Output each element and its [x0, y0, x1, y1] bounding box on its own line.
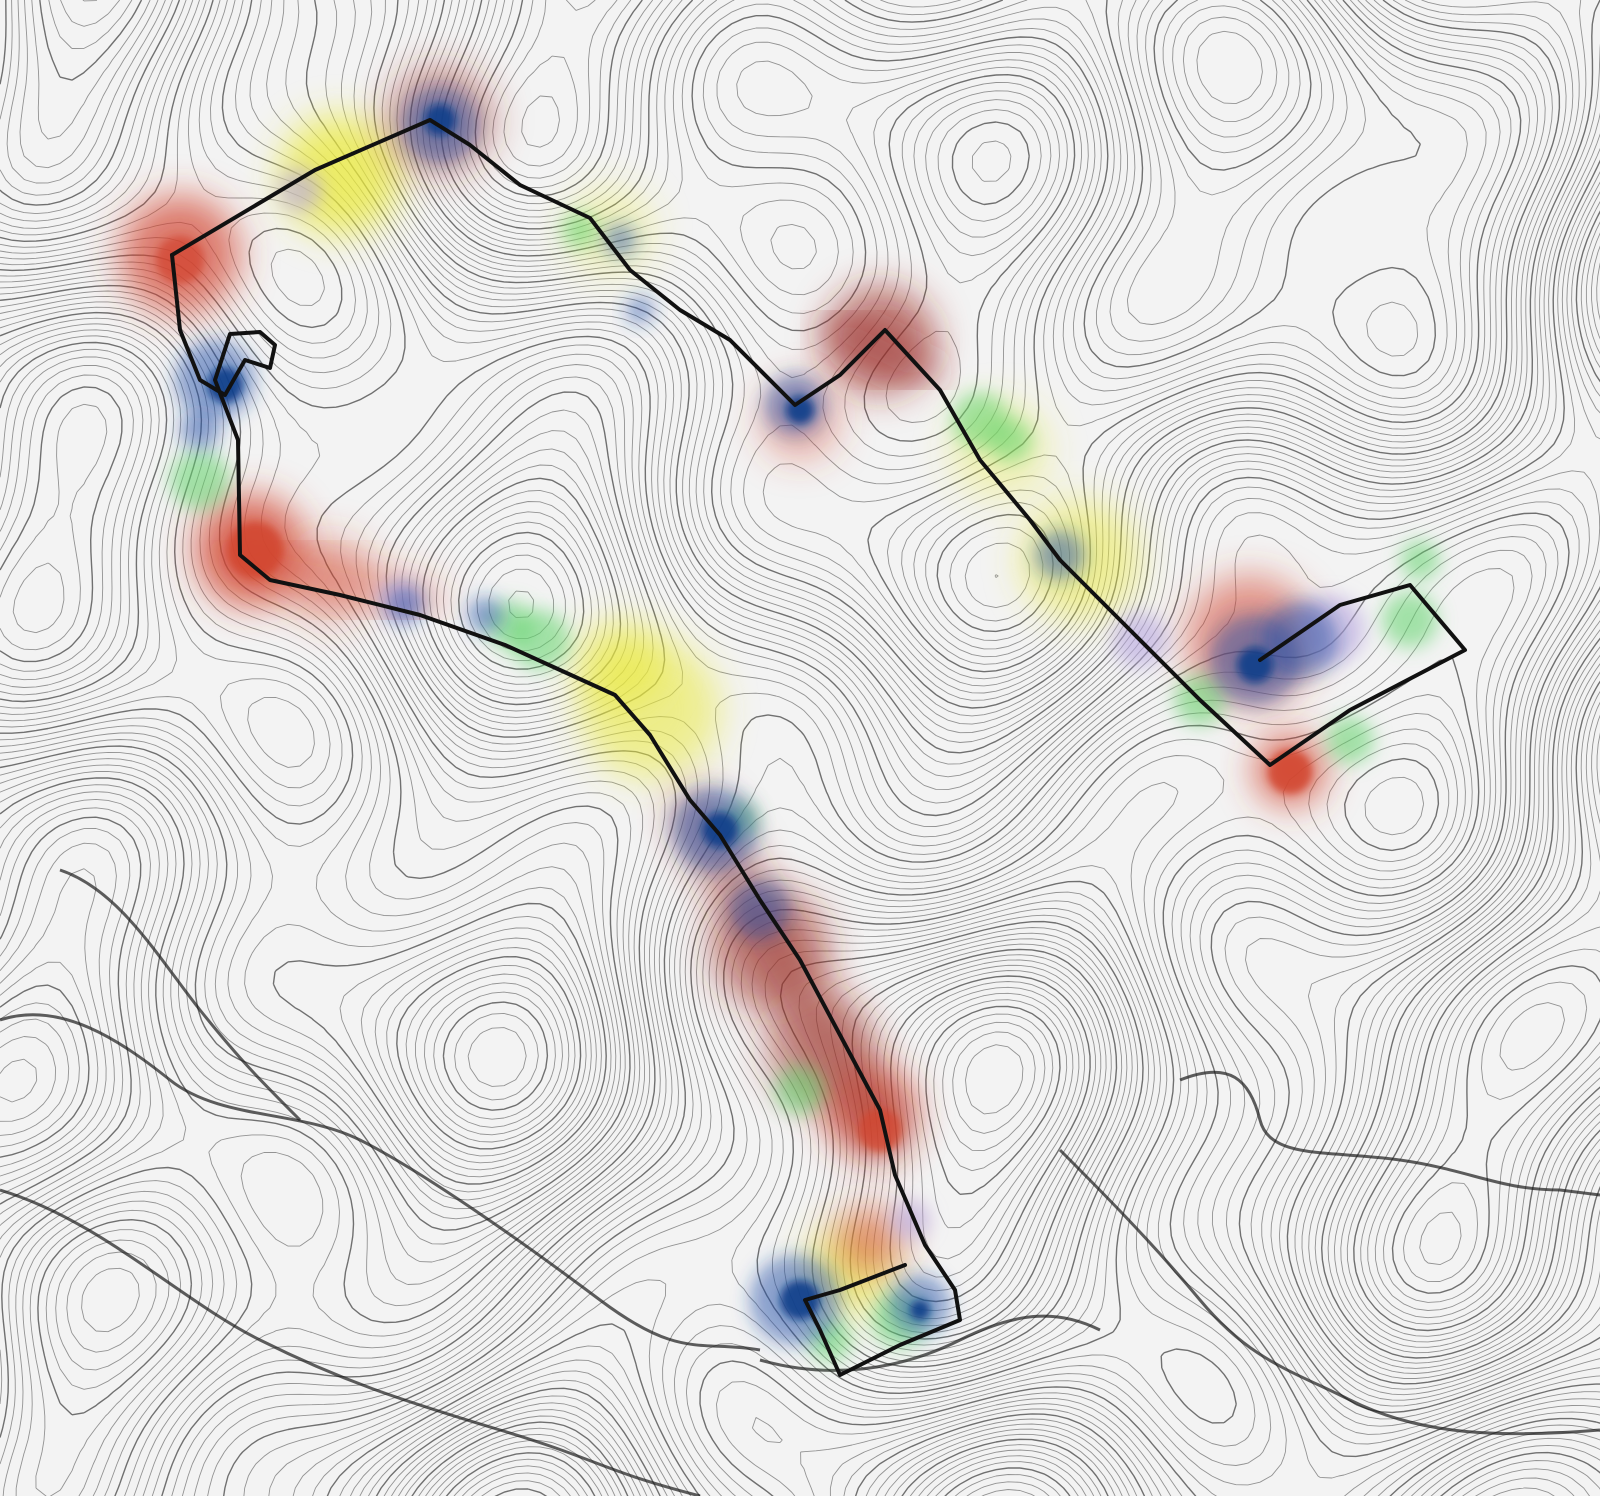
heat-red-dot	[1268, 750, 1312, 794]
heat-halo	[835, 1205, 905, 1275]
heat-blue	[626, 296, 654, 324]
track-segment	[170, 253, 277, 442]
ridge-line	[0, 1013, 761, 1352]
ridge-line	[1058, 1148, 1600, 1436]
heat-core	[424, 104, 456, 136]
heat-green	[988, 418, 1032, 462]
ridge-line	[0, 1188, 701, 1496]
heat-green	[775, 1065, 825, 1115]
heat-core	[702, 812, 738, 848]
contour-line	[952, 1031, 1036, 1134]
heat-green	[1382, 592, 1438, 648]
contour-line	[942, 1021, 1046, 1152]
contour-line	[503, 0, 1278, 167]
heat-green	[562, 212, 598, 248]
contour-line	[492, 0, 1290, 179]
heat-blue	[387, 587, 423, 623]
heat-green	[170, 450, 230, 510]
contour-line	[481, 999, 1068, 1496]
contour-line	[39, 0, 1600, 1496]
heat-green	[1400, 540, 1440, 580]
heat-red-dot	[156, 236, 204, 284]
heat-green	[1326, 716, 1374, 764]
heat-red-dot	[858, 1108, 902, 1152]
contour-line	[965, 1044, 1024, 1115]
contour-line	[933, 1013, 1054, 1172]
heat-trail	[670, 790, 910, 1160]
contour-line	[521, 30, 1263, 148]
contour-line	[470, 992, 1074, 1496]
contour-line	[0, 0, 1600, 1303]
heat-trail	[817, 307, 943, 393]
route-track	[170, 118, 1467, 1377]
contour-line	[494, 1005, 1061, 1496]
heat-core	[910, 1300, 930, 1320]
heat-blue	[467, 597, 503, 633]
track-segment	[170, 118, 1467, 767]
contour-line	[460, 0, 1335, 578]
ridge-lines	[0, 868, 1600, 1496]
contour-line	[483, 0, 1301, 189]
ridge-line	[59, 868, 302, 1122]
heat-halo	[575, 620, 665, 710]
contour-line	[467, 0, 1323, 205]
ridge-line	[759, 1314, 1101, 1372]
contour-line	[82, 0, 1600, 1496]
heat-lavender	[278, 168, 322, 212]
track-segment	[236, 438, 962, 1377]
ridge-line	[1179, 1070, 1600, 1197]
heat-blue	[180, 410, 220, 450]
contour-line	[48, 0, 1600, 1496]
